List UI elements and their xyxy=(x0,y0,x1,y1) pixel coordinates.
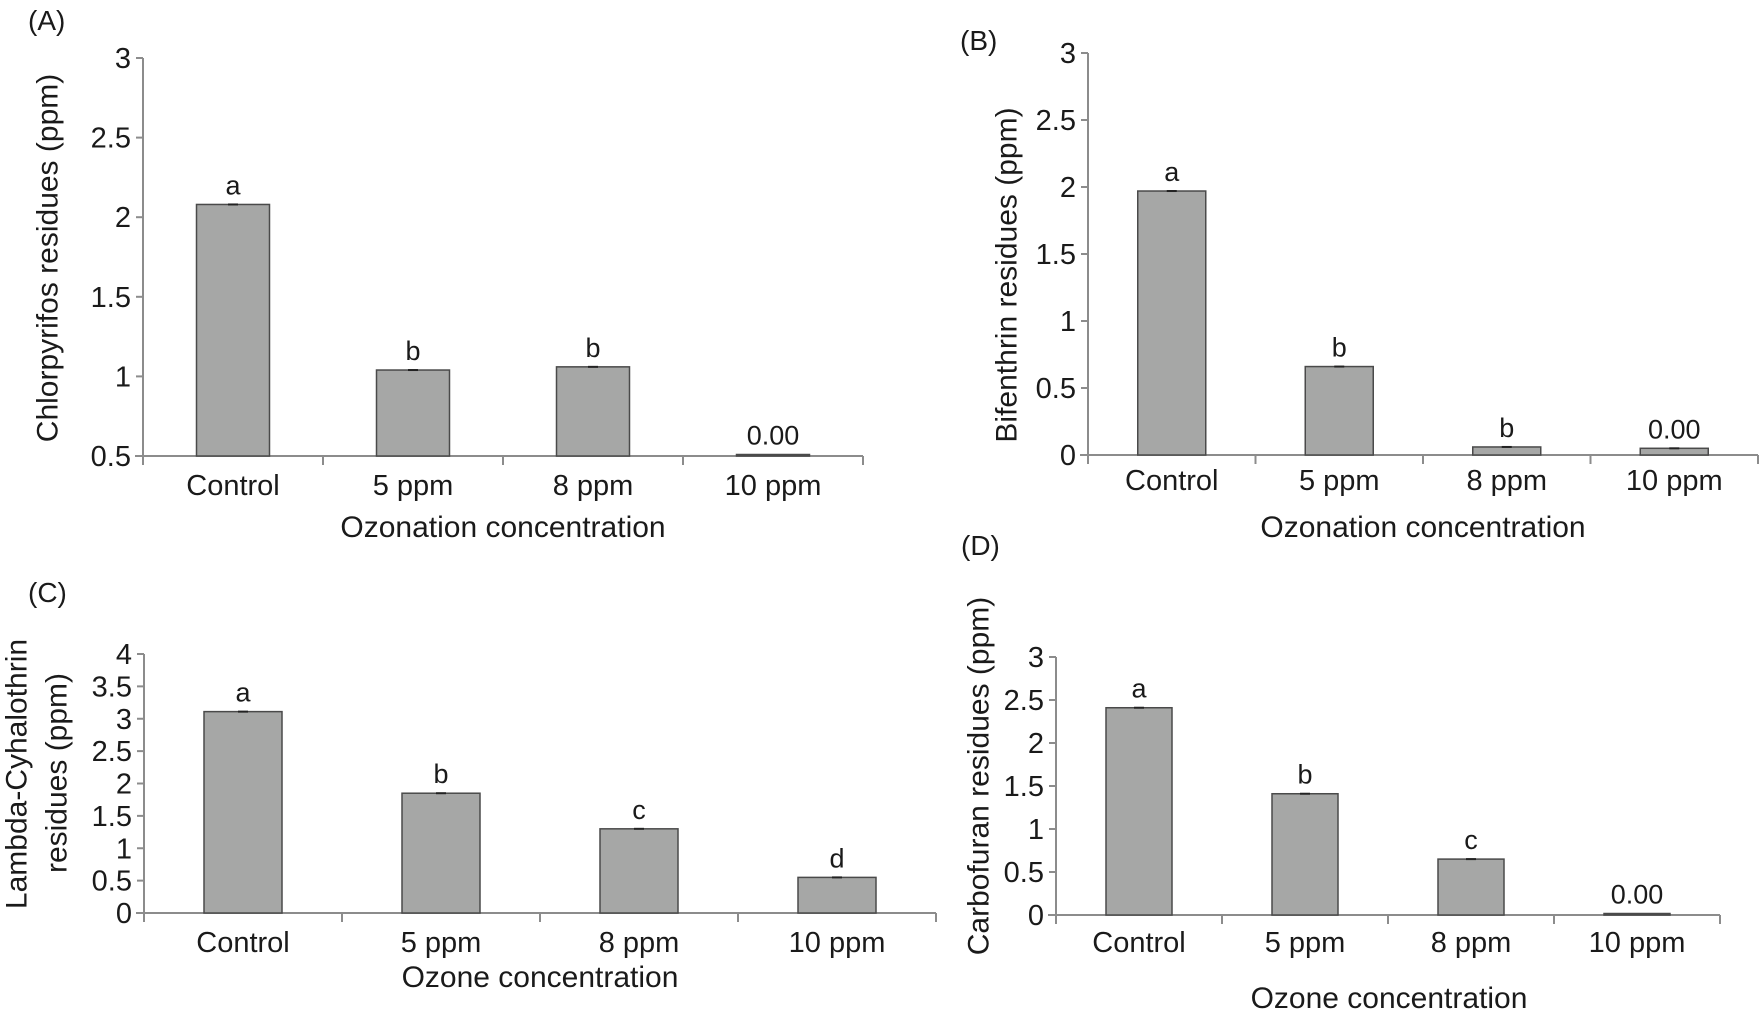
bar xyxy=(375,369,451,457)
bar xyxy=(195,203,271,457)
panel-d-carbofuran: (D) Carbofuran residues (ppm) 0 0.5 1 1.5 2 2.5… xyxy=(961,530,1721,1013)
x-category-label: 5 ppm xyxy=(1265,927,1346,959)
y-axis-title: Bifenthrin residues (ppm) xyxy=(991,107,1024,442)
bar xyxy=(1639,447,1709,456)
x-category-label: 8 ppm xyxy=(1431,927,1512,959)
y-tick-label: 2 xyxy=(115,202,131,234)
bar xyxy=(1603,912,1671,916)
bar xyxy=(1105,706,1173,916)
x-axis-title: Ozone concentration xyxy=(402,961,679,994)
x-axis-title: Ozonation concentration xyxy=(1260,511,1585,544)
y-tick-label: 2.5 xyxy=(91,123,131,155)
significance-label: a xyxy=(225,170,241,200)
significance-label: a xyxy=(1164,157,1180,187)
x-category-label: Control xyxy=(1125,465,1219,497)
bar xyxy=(1472,446,1542,456)
y-tick-label: 1 xyxy=(116,833,132,865)
y-tick-label: 3 xyxy=(1028,642,1044,674)
significance-label: a xyxy=(235,678,251,708)
panel-letter: (C) xyxy=(28,577,67,608)
y-tick-label: 2.5 xyxy=(1036,105,1076,137)
x-axis-title: Ozone concentration xyxy=(1251,982,1528,1013)
x-category-label: 8 ppm xyxy=(553,470,634,502)
x-category-label: 5 ppm xyxy=(373,470,454,502)
y-tick-label: 0.5 xyxy=(91,441,131,473)
bar xyxy=(735,453,811,457)
y-tick-label: 0.5 xyxy=(1004,857,1044,889)
panel-c-lambda-cyhalothrin: (C)Lambda-Cyhalothrin residues (ppm)00.51… xyxy=(1,577,937,994)
bar xyxy=(555,366,631,457)
y-tick-label: 0.5 xyxy=(92,866,132,898)
significance-label: c xyxy=(632,795,646,825)
x-category-label: Control xyxy=(196,927,290,959)
y-tick-label: 2.5 xyxy=(1004,685,1044,717)
x-category-label: 10 ppm xyxy=(725,470,822,502)
y-tick-label: 1 xyxy=(1028,814,1044,846)
significance-label: c xyxy=(1464,825,1478,855)
significance-label: a xyxy=(1131,674,1147,704)
significance-label: b xyxy=(1297,760,1312,790)
bar xyxy=(1271,792,1339,916)
significance-label: 0.00 xyxy=(1611,880,1664,910)
bar xyxy=(797,876,877,914)
y-tick-label: 0.5 xyxy=(1036,373,1076,405)
y-tick-label: 0 xyxy=(1060,440,1076,472)
y-tick-label: 3 xyxy=(1060,38,1076,70)
bar xyxy=(203,710,283,914)
x-category-label: 10 ppm xyxy=(789,927,886,959)
x-category-label: 5 ppm xyxy=(1299,465,1380,497)
bar xyxy=(1437,858,1505,916)
panel-a-chlorpyrifos: (A) Chlorpyrifos residues (ppm) 0.5 1 1.5 2 2.… xyxy=(28,5,864,544)
y-tick-label: 1.5 xyxy=(92,801,132,833)
x-category-label: 10 ppm xyxy=(1589,927,1686,959)
y-tick-label: 4 xyxy=(116,639,132,671)
x-category-label: Control xyxy=(1092,927,1186,959)
x-category-label: 5 ppm xyxy=(401,927,482,959)
y-tick-label: 1 xyxy=(115,361,131,393)
y-axis-title: Lambda-Cyhalothrin xyxy=(1,639,34,909)
significance-label: b xyxy=(433,759,448,789)
y-tick-label: 0 xyxy=(116,898,132,930)
y-tick-label: 1.5 xyxy=(91,282,131,314)
bar xyxy=(401,792,481,914)
x-category-label: 8 ppm xyxy=(599,927,680,959)
y-tick-label: 1 xyxy=(1060,306,1076,338)
significance-label: b xyxy=(585,333,600,363)
significance-label: d xyxy=(829,843,844,873)
panel-letter: (B) xyxy=(960,25,997,56)
y-tick-label: 0 xyxy=(1028,900,1044,932)
significance-label: 0.00 xyxy=(747,421,800,451)
y-axis-title: Chlorpyrifos residues (ppm) xyxy=(32,74,65,442)
significance-label: b xyxy=(1499,413,1514,443)
y-tick-label: 2 xyxy=(116,769,132,801)
x-category-label: Control xyxy=(186,470,280,502)
y-tick-label: 1.5 xyxy=(1036,239,1076,271)
bar xyxy=(1304,365,1374,456)
bar xyxy=(599,828,679,914)
y-tick-label: 2.5 xyxy=(92,736,132,768)
y-tick-label: 3 xyxy=(115,43,131,75)
y-tick-label: 2 xyxy=(1028,728,1044,760)
x-category-label: 10 ppm xyxy=(1626,465,1723,497)
panel-b-bifenthrin: (B) Bifenthrin residues (ppm) 0 0.5 1 1.5 2 2.5… xyxy=(960,25,1759,544)
bar xyxy=(1137,190,1207,456)
y-tick-label: 3.5 xyxy=(92,671,132,703)
y-axis-title: Carbofuran residues (ppm) xyxy=(963,597,996,956)
panel-letter: (A) xyxy=(28,5,65,36)
significance-label: b xyxy=(405,336,420,366)
y-axis-title: residues (ppm) xyxy=(41,673,74,873)
x-category-label: 8 ppm xyxy=(1466,465,1547,497)
y-tick-label: 1.5 xyxy=(1004,771,1044,803)
significance-label: 0.00 xyxy=(1648,414,1701,444)
x-axis-title: Ozonation concentration xyxy=(340,511,665,544)
y-tick-label: 3 xyxy=(116,704,132,736)
y-tick-label: 2 xyxy=(1060,172,1076,204)
panel-letter: (D) xyxy=(961,530,1000,561)
significance-label: b xyxy=(1332,333,1347,363)
